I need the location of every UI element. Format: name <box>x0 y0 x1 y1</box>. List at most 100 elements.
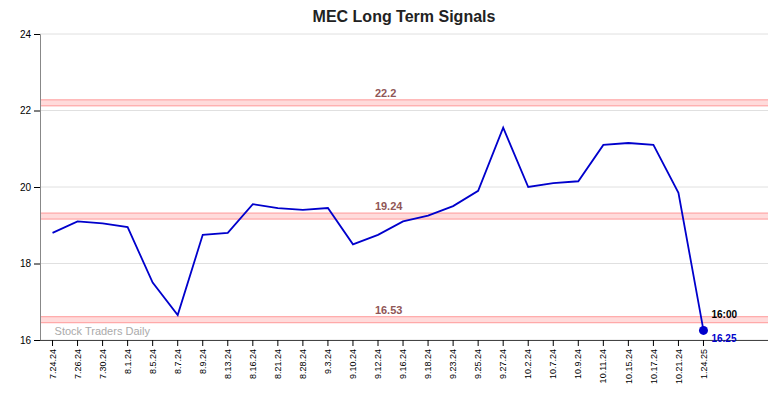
x-tick-label: 9.10.24 <box>348 349 358 379</box>
watermark: Stock Traders Daily <box>55 325 151 337</box>
x-tick-mark <box>302 340 303 346</box>
x-tick: 10.7.24 <box>548 340 558 379</box>
signal-band <box>40 213 768 219</box>
x-tick-label: 8.16.24 <box>248 349 258 379</box>
x-tick-label: 8.1.24 <box>123 349 133 374</box>
x-tick: 9.18.24 <box>423 340 433 379</box>
signal-band <box>40 100 768 106</box>
chart-title: MEC Long Term Signals <box>313 8 496 25</box>
x-tick-label: 8.13.24 <box>223 349 233 379</box>
signal-label: 19.24 <box>375 200 403 212</box>
x-tick: 8.28.24 <box>298 340 308 379</box>
annotations: 22.219.2416.5316:0016.25Stock Traders Da… <box>55 87 738 344</box>
x-tick-mark <box>603 340 604 346</box>
signal-band <box>40 317 768 323</box>
y-tick-label: 18 <box>20 258 32 269</box>
x-tick-label: 8.9.24 <box>198 349 208 374</box>
chart-svg: 16182022247.24.247.26.247.30.248.1.248.5… <box>0 0 784 398</box>
grid-line <box>40 187 768 188</box>
x-tick-mark <box>503 340 504 346</box>
x-tick-label: 9.25.24 <box>473 349 483 379</box>
x-tick-mark <box>678 340 679 346</box>
y-axis: 16 18 20 22 24 <box>20 29 41 346</box>
x-tick-label: 9.16.24 <box>398 349 408 379</box>
y-tick-label: 20 <box>20 182 32 193</box>
x-tick-label: 1.24.25 <box>699 349 709 379</box>
y-tick-label: 22 <box>20 105 32 116</box>
x-tick-label: 7.26.24 <box>73 349 83 379</box>
x-tick-label: 10.21.24 <box>674 349 684 384</box>
x-tick: 9.12.24 <box>373 340 383 379</box>
x-tick: 8.5.24 <box>148 340 158 374</box>
x-tick: 8.1.24 <box>123 340 133 374</box>
y-tick-mark <box>34 264 40 265</box>
signal-band-edge <box>40 213 768 214</box>
x-tick-label: 10.2.24 <box>523 349 533 379</box>
y-tick-label: 24 <box>20 29 32 40</box>
y-tick-label: 16 <box>20 335 32 346</box>
grid-line <box>40 34 768 35</box>
grid-line <box>40 110 768 111</box>
end-value-label: 16.25 <box>711 333 736 344</box>
y-tick: 20 <box>20 182 40 193</box>
x-tick: 9.27.24 <box>498 340 508 379</box>
x-tick-mark <box>428 340 429 346</box>
y-tick-mark <box>34 34 40 35</box>
x-tick-mark <box>628 340 629 346</box>
x-tick: 10.17.24 <box>649 340 659 384</box>
signal-label: 22.2 <box>375 87 396 99</box>
x-tick-mark <box>703 340 704 346</box>
x-tick-mark <box>553 340 554 346</box>
x-tick: 8.16.24 <box>248 340 258 379</box>
x-tick: 8.21.24 <box>273 340 283 379</box>
x-tick-mark <box>277 340 278 346</box>
x-tick-label: 8.5.24 <box>148 349 158 374</box>
x-tick: 8.7.24 <box>173 340 183 374</box>
x-tick: 9.23.24 <box>448 340 458 379</box>
x-tick-mark <box>152 340 153 346</box>
x-tick: 10.21.24 <box>674 340 684 384</box>
x-tick: 10.11.24 <box>598 340 608 383</box>
x-tick-label: 10.9.24 <box>573 349 583 379</box>
last-point <box>699 326 708 335</box>
price-line <box>53 128 704 331</box>
x-tick-label: 10.11.24 <box>598 349 608 383</box>
plot: 16182022247.24.247.26.247.30.248.1.248.5… <box>20 29 768 384</box>
x-tick-mark <box>77 340 78 346</box>
x-tick-mark <box>102 340 103 346</box>
x-tick: 10.15.24 <box>624 340 634 384</box>
x-tick: 9.25.24 <box>473 340 483 379</box>
x-tick-mark <box>252 340 253 346</box>
x-tick-label: 9.3.24 <box>323 349 333 374</box>
x-tick-mark <box>52 340 53 346</box>
x-tick-mark <box>327 340 328 346</box>
x-tick-label: 9.23.24 <box>448 349 458 379</box>
end-time-label: 16:00 <box>711 309 737 320</box>
signal-band-edge <box>40 99 768 100</box>
y-axis-line <box>34 35 41 341</box>
x-tick: 9.3.24 <box>323 340 333 374</box>
x-tick-mark <box>127 340 128 346</box>
signal-band-edge <box>40 219 768 220</box>
y-tick: 16 <box>20 335 40 346</box>
grid-line <box>40 263 768 264</box>
x-tick: 9.10.24 <box>348 340 358 379</box>
x-axis-line <box>40 340 768 341</box>
x-tick-mark <box>528 340 529 346</box>
x-tick-mark <box>177 340 178 346</box>
grid-line <box>40 340 768 341</box>
x-tick-label: 10.17.24 <box>649 349 659 384</box>
x-tick-label: 9.12.24 <box>373 349 383 379</box>
x-tick-label: 10.7.24 <box>548 349 558 379</box>
x-tick-label: 9.18.24 <box>423 349 433 379</box>
y-tick: 22 <box>20 105 40 116</box>
x-tick: 8.13.24 <box>223 340 233 379</box>
x-tick: 9.16.24 <box>398 340 408 379</box>
x-tick-label: 7.30.24 <box>98 349 108 379</box>
x-tick-mark <box>578 340 579 346</box>
x-tick-mark <box>227 340 228 346</box>
grid <box>40 34 768 340</box>
x-tick-mark <box>378 340 379 346</box>
x-tick-label: 8.21.24 <box>273 349 283 379</box>
x-tick: 8.9.24 <box>198 340 208 374</box>
